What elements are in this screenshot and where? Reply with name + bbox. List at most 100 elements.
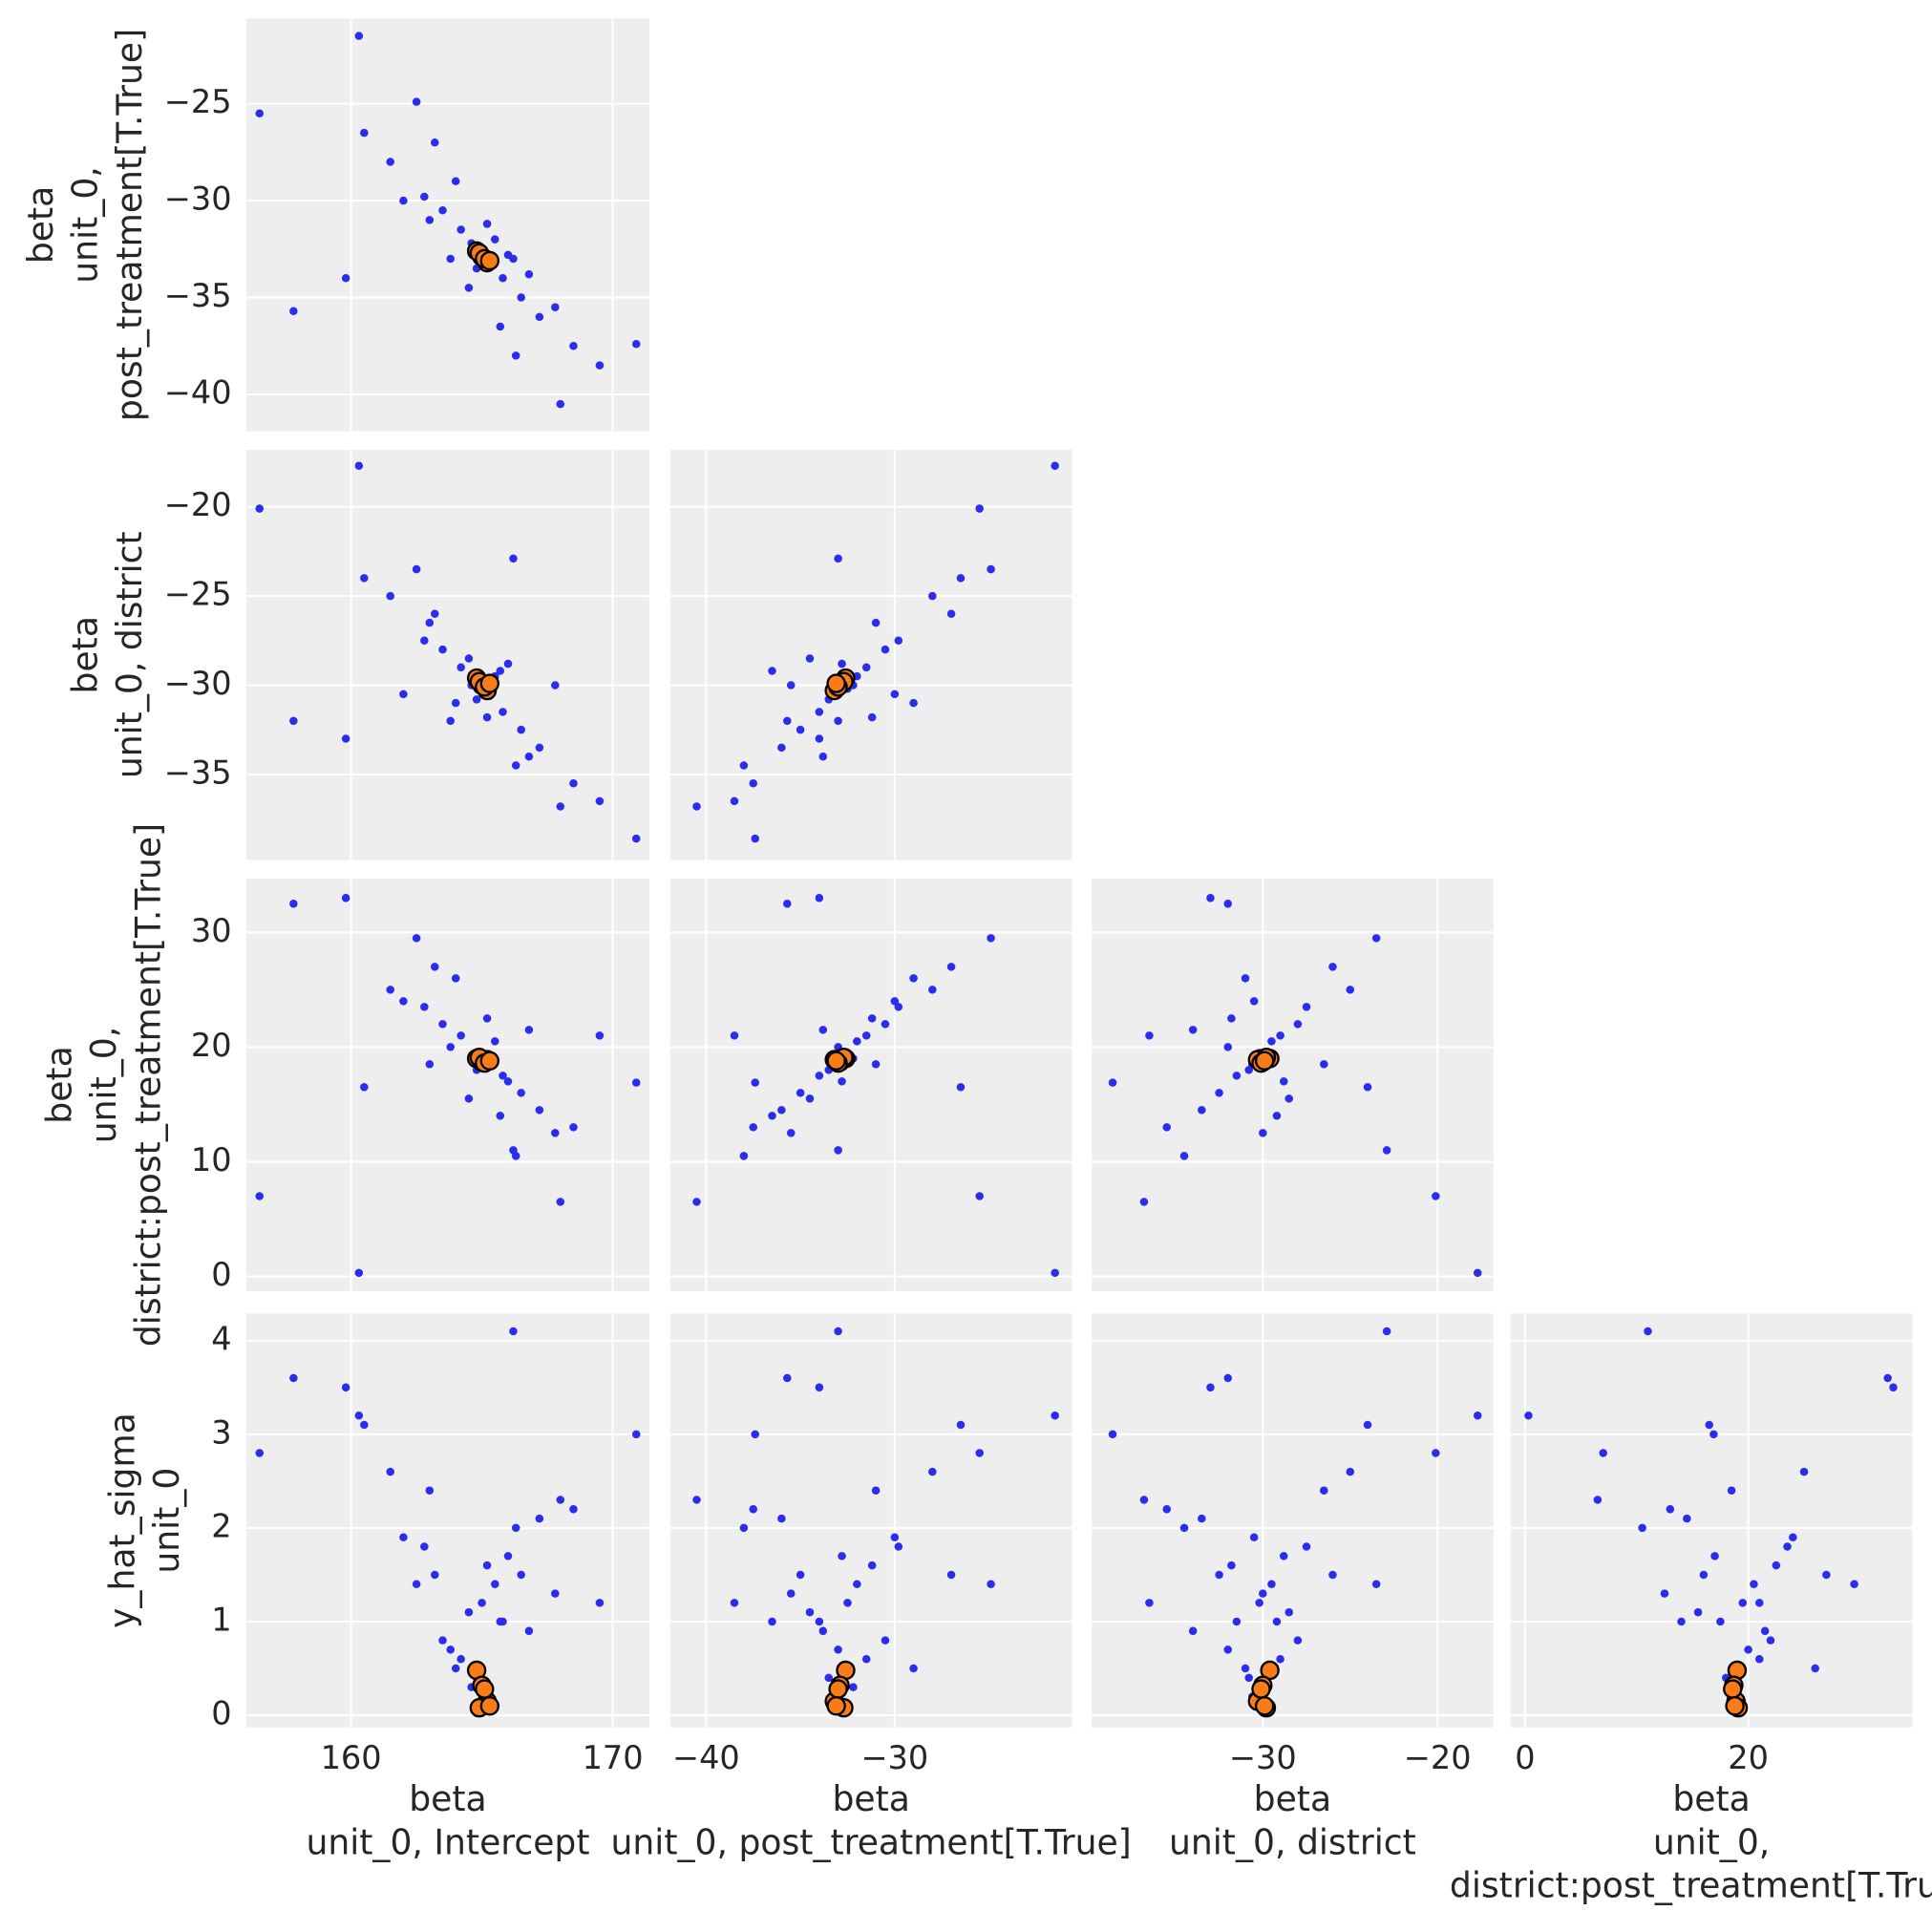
sample-point: [420, 1003, 429, 1011]
sample-point: [1320, 1486, 1328, 1495]
sample-point: [815, 1072, 824, 1080]
sample-point: [446, 1645, 455, 1654]
reference-point: [479, 250, 500, 271]
sample-point: [861, 663, 871, 672]
sample-point: [834, 1146, 842, 1155]
sample-point: [987, 934, 995, 943]
sample-point: [1850, 1580, 1858, 1589]
reference-point: [479, 1696, 500, 1716]
sample-point: [1750, 1580, 1758, 1589]
y-axis-label: beta: [65, 616, 106, 693]
sample-point: [631, 1078, 641, 1087]
sample-point: [569, 342, 578, 350]
panel: [669, 449, 1072, 860]
points: [1524, 1327, 1898, 1718]
sample-point: [509, 554, 518, 563]
sample-point: [556, 1496, 565, 1504]
sample-point: [499, 274, 507, 283]
reference-point: [1723, 1679, 1743, 1699]
sample-point: [1206, 1383, 1215, 1392]
sample-point: [1755, 1654, 1764, 1664]
sample-point: [1716, 1617, 1725, 1626]
sample-point: [1267, 1580, 1276, 1589]
sample-point: [739, 1523, 749, 1533]
sample-point: [749, 1505, 757, 1514]
sample-point: [861, 1654, 871, 1664]
sample-point: [1660, 1589, 1669, 1598]
sample-point: [431, 138, 439, 147]
y-tick-label: 1: [211, 1602, 231, 1639]
panel-background: [246, 18, 649, 432]
sample-point: [1223, 1043, 1232, 1051]
sample-point: [425, 216, 435, 224]
sample-point: [438, 645, 447, 654]
sample-point: [751, 834, 759, 843]
sample-point: [431, 609, 439, 619]
sample-point: [1382, 1327, 1391, 1336]
sample-point: [783, 900, 792, 908]
sample-point: [1145, 1599, 1154, 1607]
sample-point: [786, 681, 796, 690]
sample-point: [1302, 1003, 1311, 1011]
sample-point: [987, 1580, 995, 1589]
sample-point: [1710, 1552, 1719, 1560]
sample-point: [354, 32, 364, 40]
sample-point: [894, 636, 903, 646]
sample-point: [1279, 1077, 1288, 1086]
sample-point: [354, 1411, 364, 1420]
sample-point: [255, 504, 264, 513]
y-tick-label: −35: [164, 277, 232, 314]
sample-point: [482, 220, 492, 228]
sample-point: [1744, 1645, 1752, 1654]
sample-point: [1179, 1152, 1189, 1160]
sample-point: [1139, 1198, 1149, 1206]
sample-point: [1644, 1327, 1652, 1336]
points: [255, 32, 641, 409]
sample-point: [1051, 1411, 1059, 1420]
sample-point: [853, 1037, 861, 1046]
sample-point: [909, 1664, 918, 1673]
sample-point: [496, 1617, 505, 1626]
sample-point: [511, 761, 520, 770]
sample-point: [1284, 1094, 1293, 1103]
sample-point: [1705, 1420, 1713, 1430]
sample-point: [1279, 1552, 1288, 1560]
sample-point: [496, 667, 505, 675]
sample-point: [1328, 963, 1337, 971]
sample-point: [456, 1654, 465, 1664]
sample-point: [1320, 1060, 1328, 1069]
sample-point: [451, 974, 460, 983]
y-tick-label: 30: [191, 912, 232, 949]
x-tick-label: −40: [672, 1739, 740, 1776]
sample-point: [692, 1198, 701, 1206]
x-axis-label: beta: [1672, 1778, 1750, 1819]
sample-point: [446, 716, 455, 726]
reference-point: [1254, 1051, 1275, 1071]
sample-point: [1255, 1599, 1263, 1607]
reference-point: [479, 1051, 500, 1071]
sample-point: [464, 284, 474, 292]
sample-point: [843, 1599, 852, 1607]
points: [1108, 1327, 1482, 1718]
sample-point: [1772, 1560, 1781, 1570]
sample-point: [446, 1043, 455, 1051]
y-tick-label: −30: [164, 665, 232, 702]
x-tick-label: 0: [1515, 1739, 1535, 1776]
sample-point: [777, 743, 786, 753]
sample-point: [1293, 1636, 1303, 1645]
sample-point: [946, 1570, 956, 1580]
sample-point: [517, 293, 525, 302]
sample-point: [1198, 1514, 1206, 1523]
sample-point: [1241, 1664, 1250, 1673]
sample-point: [431, 963, 439, 971]
sample-point: [354, 461, 364, 470]
x-tick-label: −30: [860, 1739, 928, 1776]
sample-point: [871, 1060, 881, 1069]
sample-point: [1883, 1373, 1892, 1383]
sample-point: [509, 1327, 518, 1336]
sample-point: [496, 1112, 505, 1120]
sample-point: [786, 1589, 796, 1598]
sample-point: [975, 1192, 984, 1200]
sample-point: [509, 1146, 518, 1155]
